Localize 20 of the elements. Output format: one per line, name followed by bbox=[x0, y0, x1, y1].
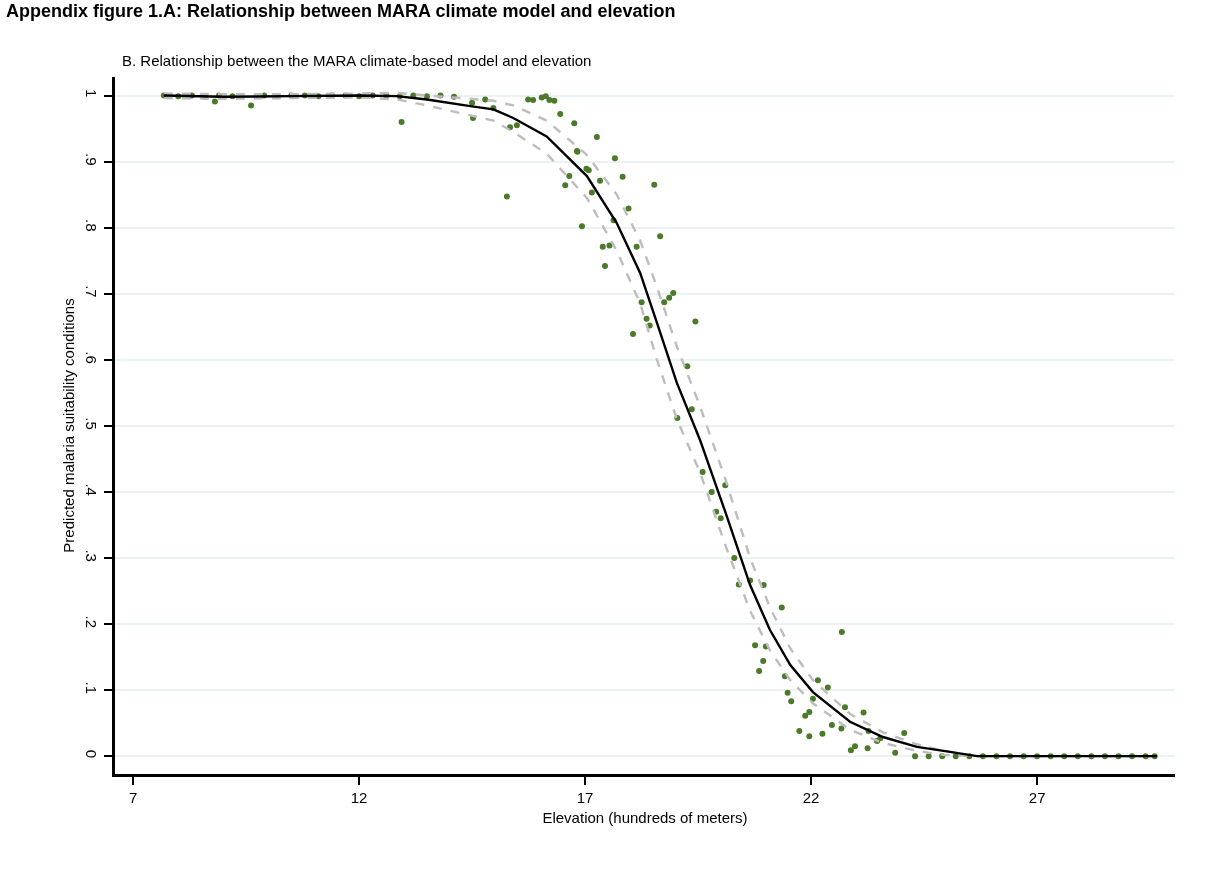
chart-title: Appendix figure 1.A: Relationship between MARA climate model and elevation bbox=[6, 0, 676, 21]
y-tick-label: .2 bbox=[83, 615, 101, 629]
y-tick-label: .3 bbox=[83, 549, 101, 562]
x-tick-label: 12 bbox=[350, 788, 368, 806]
y-axis-title: Predicted malaria suitability conditions bbox=[59, 298, 77, 553]
y-tick-label: 0 bbox=[83, 749, 101, 759]
y-tick-label: .7 bbox=[83, 285, 101, 298]
y-tick-label: .8 bbox=[83, 219, 101, 232]
x-tick-label: 17 bbox=[576, 788, 594, 806]
x-axis-title: Elevation (hundreds of meters) bbox=[542, 808, 748, 826]
y-tick-label: .1 bbox=[83, 681, 101, 695]
x-tick-label: 27 bbox=[1028, 788, 1046, 806]
y-tick-label: .5 bbox=[83, 417, 101, 430]
y-tick-label: .4 bbox=[83, 483, 101, 496]
x-tick-label: 22 bbox=[802, 788, 820, 806]
chart-subtitle: B. Relationship between the MARA climate-based model and elevation bbox=[122, 52, 592, 69]
y-tick-label: .6 bbox=[83, 351, 101, 364]
x-tick-label: 7 bbox=[128, 788, 138, 806]
y-tick-label: .9 bbox=[83, 153, 101, 166]
y-tick-label: 1 bbox=[83, 89, 101, 98]
